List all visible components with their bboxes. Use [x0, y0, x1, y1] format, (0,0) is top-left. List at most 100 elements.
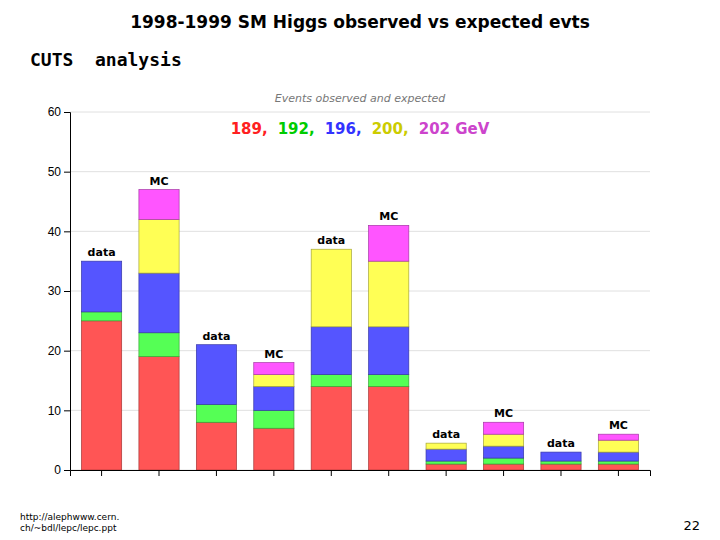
tick — [503, 470, 504, 476]
y-axis: 0 10 20 30 40 50 60 — [48, 105, 71, 477]
tick-label: 50 — [48, 165, 62, 179]
bar-segment — [311, 327, 351, 375]
tick: 20 — [48, 344, 70, 358]
energy-label: 196, — [325, 120, 362, 138]
bar-segment — [139, 219, 179, 273]
tick-mark — [388, 470, 389, 476]
tick-mark — [64, 231, 70, 232]
bars — [81, 190, 638, 470]
tick-mark — [64, 291, 70, 292]
bar-segment — [483, 446, 523, 458]
bar-segment — [426, 449, 466, 461]
bar-segment — [369, 327, 409, 375]
bar-segment — [254, 428, 294, 470]
bar-segment — [483, 422, 523, 434]
bar-segment — [311, 386, 351, 470]
tick-label: 10 — [48, 404, 62, 418]
bar-segment — [483, 458, 523, 464]
bar-segment — [598, 434, 638, 440]
tick-mark — [101, 470, 102, 476]
plot-title: Events observed and expected — [275, 92, 447, 105]
bar-segment — [598, 440, 638, 452]
bar-segment — [81, 261, 121, 262]
tick — [618, 470, 619, 476]
bar-segment — [426, 461, 466, 464]
footnote: http://alephwww.cern.ch/~bdl/lepc/lepc.p… — [20, 512, 119, 533]
grid-line — [70, 171, 650, 172]
tick-label: 60 — [48, 105, 62, 119]
bar-segment — [254, 375, 294, 387]
tick-mark — [64, 112, 70, 113]
bar-segment — [541, 464, 581, 470]
bar-segment — [254, 386, 294, 410]
tick-mark — [64, 351, 70, 352]
annotations: 189, 192, 196, 200, 202 GeV data MC data MC data M… — [88, 120, 628, 450]
bar-label: data — [547, 437, 575, 450]
title: 1998-1999 SM Higgs observed vs expected … — [130, 12, 590, 32]
x-axis — [71, 470, 651, 476]
tick-label: 30 — [48, 284, 62, 298]
bar-label: MC — [379, 210, 398, 223]
bar-segment — [541, 452, 581, 453]
tick: 40 — [48, 225, 70, 239]
tick-mark — [159, 470, 160, 476]
tick-mark — [64, 470, 70, 471]
bar-segment — [81, 261, 121, 312]
bar-segment — [483, 464, 523, 470]
tick — [101, 470, 102, 476]
tick: 60 — [48, 105, 70, 119]
series — [139, 190, 639, 441]
bar-segment — [311, 249, 351, 250]
series — [139, 219, 639, 452]
bar-segment — [196, 422, 236, 470]
bar-label: data — [88, 246, 116, 259]
tick-mark — [216, 470, 217, 476]
bar-segment — [426, 443, 466, 444]
tick: 0 — [54, 463, 70, 477]
tick — [273, 470, 274, 476]
bar-segment — [139, 273, 179, 333]
bar-segment — [311, 249, 351, 327]
series — [81, 321, 638, 470]
bar-segment — [196, 344, 236, 345]
energy-label: 200, — [372, 120, 409, 138]
bar-segment — [541, 461, 581, 464]
bar-segment — [598, 461, 638, 464]
bar-segment — [139, 333, 179, 357]
tick: 30 — [48, 284, 70, 298]
bar-segment — [426, 464, 466, 470]
bar-label: data — [432, 428, 460, 441]
bar-segment — [598, 452, 638, 461]
bar-segment — [81, 261, 121, 262]
grid-line — [70, 112, 650, 113]
subtitle: CUTS analysis — [30, 49, 182, 70]
tick — [216, 470, 217, 476]
tick-mark — [618, 470, 619, 476]
bar-segment — [81, 312, 121, 321]
bar-segment — [598, 464, 638, 470]
chart: 1998-1999 SM Higgs observed vs expected … — [0, 0, 720, 540]
tick-label: 40 — [48, 225, 62, 239]
bar-segment — [196, 404, 236, 422]
energy-label: 192, — [278, 120, 315, 138]
bar-label: MC — [149, 175, 168, 188]
bar-segment — [139, 357, 179, 470]
energy-label: 189, — [231, 120, 268, 138]
bar-segment — [369, 261, 409, 327]
tick-mark — [64, 172, 70, 173]
tick — [446, 470, 447, 476]
bar-segment — [483, 434, 523, 446]
tick: 10 — [48, 404, 70, 418]
tick-mark — [503, 470, 504, 476]
bar-segment — [81, 321, 121, 470]
bar-segment — [254, 410, 294, 428]
tick — [331, 470, 332, 476]
axis-line — [64, 113, 71, 471]
bar-segment — [196, 345, 236, 405]
energy-label: 202 GeV — [419, 120, 490, 138]
tick-label: 20 — [48, 344, 62, 358]
tick — [560, 470, 561, 476]
bar-label: MC — [609, 419, 628, 432]
tick-mark — [273, 470, 274, 476]
bar-segment — [426, 443, 466, 449]
